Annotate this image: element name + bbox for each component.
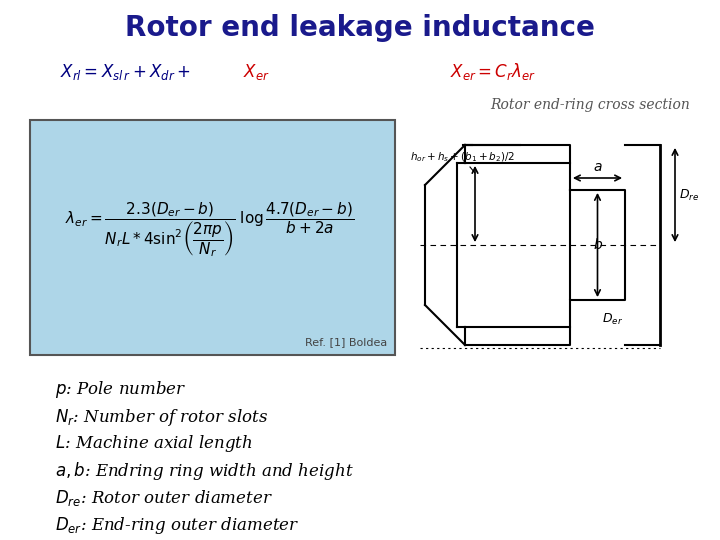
- Text: $p$: Pole number: $p$: Pole number: [55, 380, 186, 401]
- Text: Rotor end-ring cross section: Rotor end-ring cross section: [490, 98, 690, 112]
- Text: b: b: [593, 238, 602, 252]
- Text: $L$: Machine axial length: $L$: Machine axial length: [55, 434, 253, 455]
- Text: $a, b$: Endring ring width and height: $a, b$: Endring ring width and height: [55, 460, 354, 482]
- Text: $h_{or}+h_s+(b_1+b_2)/2$: $h_{or}+h_s+(b_1+b_2)/2$: [410, 150, 515, 164]
- Text: $D_{re}$: $D_{re}$: [679, 187, 699, 202]
- Text: a: a: [593, 160, 602, 174]
- Text: $D_{er}$: $D_{er}$: [603, 312, 624, 327]
- Text: Ref. [1] Boldea: Ref. [1] Boldea: [305, 337, 387, 347]
- Bar: [30, 120, 395, 355]
- Text: $N_r$: Number of rotor slots: $N_r$: Number of rotor slots: [55, 407, 268, 428]
- Text: $X_{er}$: $X_{er}$: [243, 62, 270, 82]
- Text: $\lambda_{er} = \dfrac{2.3(D_{er}-b)}{N_r L * 4\sin^2\!\left(\dfrac{2\pi p}{N_r}: $\lambda_{er} = \dfrac{2.3(D_{er}-b)}{N_…: [66, 201, 355, 259]
- Text: $X_{er} = C_r\lambda_{er}$: $X_{er} = C_r\lambda_{er}$: [450, 62, 536, 83]
- Text: $X_{rl} = X_{sl\,r} + X_{dr} + $: $X_{rl} = X_{sl\,r} + X_{dr} + $: [60, 62, 191, 82]
- Text: $D_{er}$: End-ring outer diameter: $D_{er}$: End-ring outer diameter: [55, 515, 300, 536]
- Text: Rotor end leakage inductance: Rotor end leakage inductance: [125, 14, 595, 42]
- Text: $D_{re}$: Rotor outer diameter: $D_{re}$: Rotor outer diameter: [55, 488, 273, 508]
